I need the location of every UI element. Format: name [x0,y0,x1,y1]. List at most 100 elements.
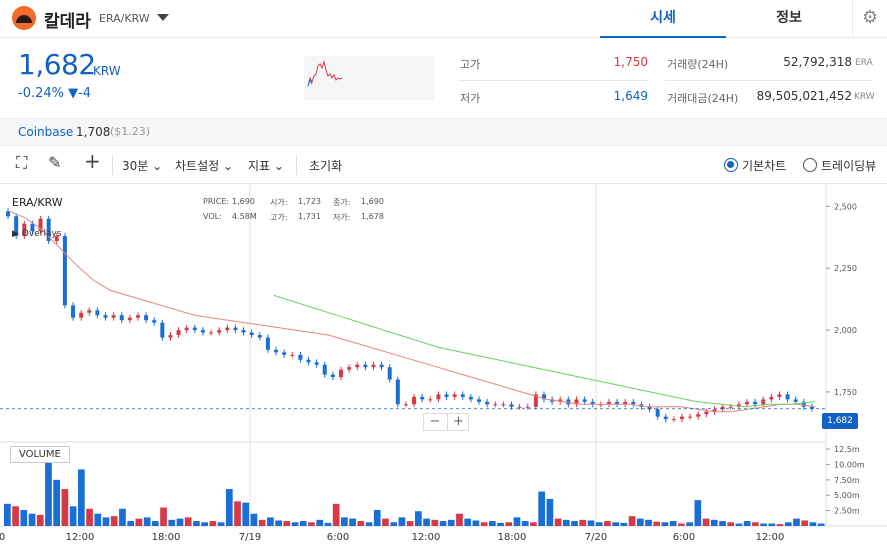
candle-body [809,406,814,409]
time-tick-label: 6:00 [673,532,695,543]
candle-body [257,335,262,338]
ohlc-open-value: 1,723 [298,197,321,206]
volume-bar [94,513,102,526]
time-tick-label: 7/20 [585,532,607,543]
price-summary: 1,682 KRW -0.24% ▼-4 고가 1,750 저가 1,649 거… [0,38,887,116]
candle-body [460,394,465,397]
chart-area[interactable]: 2,500 2,250 2,000 1,750 12.5m 10.00m 7.50m 5.00… [0,184,887,552]
candle-body [200,330,205,333]
chevron-down-icon[interactable] [157,14,169,21]
volume-tick-label: 10.00m [834,460,865,469]
fullscreen-icon[interactable]: ⛶ [16,153,28,172]
candle-body [696,414,701,417]
candle-body [688,416,693,418]
zoom-in-button[interactable]: + [447,414,469,430]
volume-bar [645,519,652,526]
coin-pair[interactable]: ERA/KRW [99,12,150,25]
time-tick-label: 12:00 [756,532,785,543]
volume-bar [702,518,710,526]
time-tick-label: 18:00 [498,532,527,543]
divider [458,80,648,81]
tab-quote[interactable]: 시세 [600,0,726,38]
volume-tick-label: 7.50m [834,476,860,485]
volume-bar [612,522,619,526]
candle-body [736,404,741,407]
volume-bar [423,518,430,526]
candle-body [525,406,530,408]
zoom-control: − + [423,413,469,431]
crosshair-icon[interactable]: + [84,149,101,173]
candle-body [517,406,522,408]
volume-bar [53,479,61,526]
zoom-out-button[interactable]: − [429,414,441,429]
volume-bar [176,518,184,526]
top-bar: 칼데라 ERA/KRW 시세 정보 ⚙ [0,0,887,38]
candle-body [420,396,425,400]
candle-body [720,406,725,410]
volume-bar [36,514,44,526]
volume-bar [225,489,233,526]
candlestick-chart[interactable]: 2,500 2,250 2,000 1,750 12.5m 10.00m 7.50m 5.00… [0,184,887,552]
coinbase-label[interactable]: Coinbase [18,125,74,139]
coin-name[interactable]: 칼데라 [44,12,91,32]
volume-bar [669,521,677,526]
pencil-icon[interactable]: ✎ [48,153,62,172]
basic-chart-radio[interactable] [724,158,738,172]
volume-bar [69,506,77,526]
volume-pane-label: VOLUME [10,446,70,463]
volume-bar [201,522,208,526]
ohlc-high-label: 고가: [270,213,288,222]
chart-settings-dropdown[interactable]: 차트설정 ⌄ [175,159,234,173]
interval-dropdown[interactable]: 30분 ⌄ [122,159,163,173]
candle-body [217,330,222,333]
gear-icon[interactable]: ⚙ [862,7,879,28]
time-tick-label: 7/19 [239,532,261,543]
candle-body [265,337,270,350]
candle-body [769,396,774,400]
candle-body [509,404,514,407]
volume-bar [341,517,348,526]
overlays-toggle[interactable]: ▶ Overlays [12,229,62,239]
volume-tick-label: 5.00m [834,491,860,500]
candle-body [46,218,51,242]
volume-bar [653,521,661,526]
tradingview-label[interactable]: 트레이딩뷰 [821,159,877,173]
candle-body [671,419,676,421]
candle-body [606,401,611,405]
candle-body [22,223,27,237]
volume-bar [308,522,315,526]
volume-bar [127,521,135,526]
divider [296,155,297,175]
volume-bar [382,518,389,526]
candle-body [761,399,766,405]
candle-body [623,401,628,405]
volume-bar [768,523,776,526]
basic-chart-label[interactable]: 기본차트 [742,159,787,173]
candle-body [176,330,181,336]
sparkline-up [307,60,343,87]
volume-bar [752,522,759,526]
coinbase-bar: Coinbase 1,708 ($1.23) [0,118,887,146]
volume-bar [464,518,472,526]
volume-value: 52,792,318 [783,55,852,69]
ohlc-close-label: 종가: [333,198,351,207]
volume-bar [184,517,192,526]
candle-body [631,401,636,405]
tradingview-radio[interactable] [803,158,817,172]
candle-body [95,310,100,316]
tab-info[interactable]: 정보 [776,10,802,26]
candle-body [111,315,116,318]
candle-body [347,367,352,370]
indicators-dropdown[interactable]: 지표 ⌄ [248,159,284,173]
candle-body [249,332,254,336]
candle-body [574,399,579,405]
candle-body [428,399,433,401]
coinbase-price: 1,708 [76,125,111,139]
current-price: 1,682 [18,48,96,81]
reset-button[interactable]: 초기화 [309,159,343,173]
divider [112,155,113,175]
candle-body [62,236,67,306]
candle-body [793,399,798,402]
candle-body [322,364,327,375]
sparkline-svg [307,60,343,87]
